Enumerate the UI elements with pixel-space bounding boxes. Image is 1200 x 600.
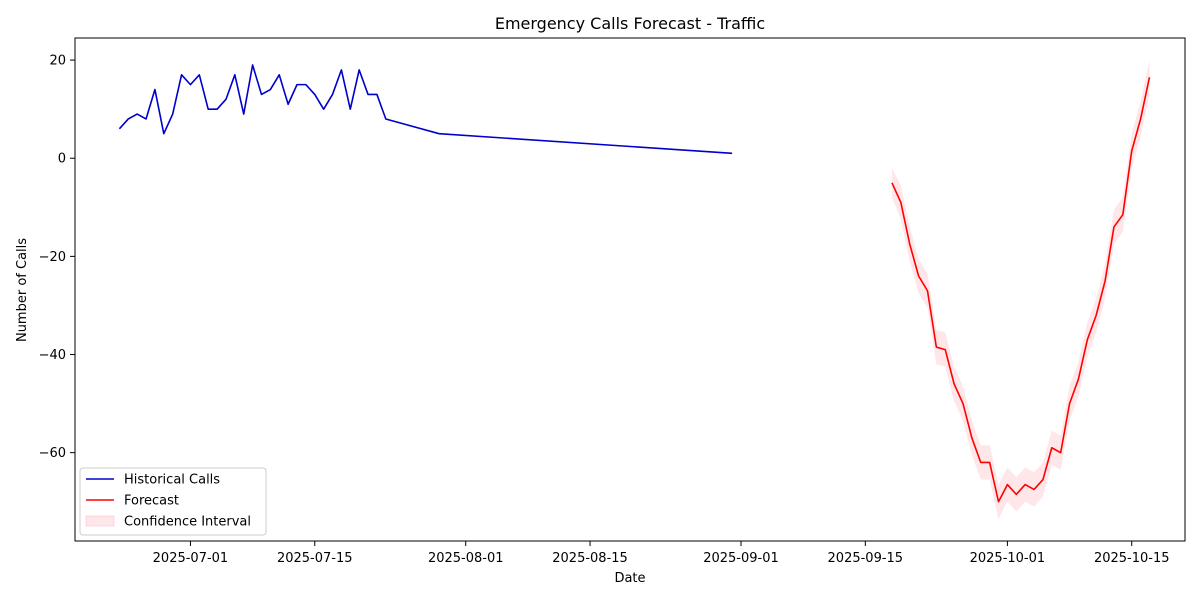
chart-title: Emergency Calls Forecast - Traffic [495, 14, 765, 33]
x-tick-label: 2025-09-15 [828, 551, 904, 566]
series-layer [118, 64, 1151, 503]
legend-label-historical-calls: Historical Calls [124, 473, 220, 488]
legend-label-confidence-interval: Confidence Interval [124, 515, 251, 530]
series-line-forecast [891, 77, 1151, 503]
x-tick-label: 2025-10-01 [970, 551, 1046, 566]
x-axis-label: Date [614, 571, 645, 586]
y-tick-label: 0 [58, 152, 66, 167]
legend-box [79, 467, 267, 536]
x-tick-label: 2025-08-01 [428, 551, 504, 566]
x-tick-label: 2025-07-01 [153, 551, 229, 566]
y-tick-label: −60 [39, 446, 66, 461]
confidence-band-layer [891, 60, 1150, 519]
y-axis-label: Number of Calls [15, 238, 30, 342]
legend-label-forecast: Forecast [124, 494, 179, 509]
y-tick-label: −20 [39, 250, 66, 265]
x-axis: 2025-07-01 2025-07-15 2025-08-01 2025-08-15… [153, 541, 1170, 566]
y-tick-label: 20 [49, 54, 66, 69]
legend-swatch-confidence-interval [85, 515, 115, 527]
x-tick-label: 2025-09-01 [703, 551, 779, 566]
plot-frame [74, 37, 1186, 542]
x-tick-label: 2025-07-15 [277, 551, 353, 566]
confidence-interval-band [891, 60, 1150, 519]
y-axis: 20 0 −20 −40 −60 [39, 54, 75, 461]
x-tick-label: 2025-08-15 [552, 551, 628, 566]
x-tick-label: 2025-10-15 [1094, 551, 1170, 566]
series-line-historical-calls [118, 64, 733, 155]
y-tick-label: −40 [39, 348, 66, 363]
legend: Historical Calls Forecast Confidence Inter… [79, 467, 267, 536]
